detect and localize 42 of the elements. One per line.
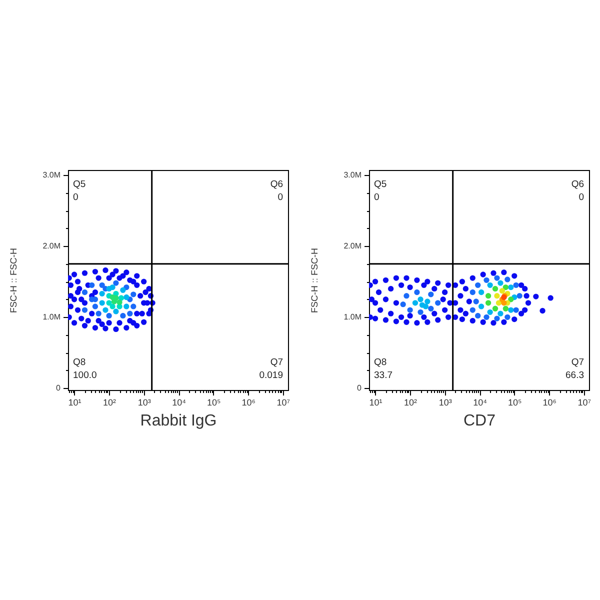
x-tick-label: 10⁵ <box>206 398 222 408</box>
annotation: 66.3 <box>566 370 584 381</box>
y-tick-label: 2.0M <box>344 242 362 251</box>
x-axis-title: CD7 <box>463 412 496 430</box>
annotation: 0 <box>578 192 584 203</box>
annotation: 0 <box>374 192 380 203</box>
x-tick-label: 10⁴ <box>172 398 186 408</box>
annotation: 0.019 <box>259 370 283 381</box>
x-tick-label: 10⁷ <box>276 398 290 408</box>
annotation: Q5 <box>374 179 387 190</box>
annotation: 0 <box>73 192 78 203</box>
annotation: Q7 <box>270 357 283 368</box>
y-axis-title: FSC-H :: FSC-H <box>8 248 19 313</box>
annotation: 100.0 <box>73 370 97 381</box>
y-tick-label: 1.0M <box>344 312 362 322</box>
x-tick-label: 10² <box>404 398 418 408</box>
x-tick-label: 10⁴ <box>473 398 488 408</box>
x-tick-label: 10³ <box>138 398 151 408</box>
annotation: Q8 <box>374 357 387 368</box>
y-tick-label: 3.0M <box>42 170 61 180</box>
annotation: Q6 <box>571 179 584 190</box>
y-tick-label: 0 <box>357 384 362 393</box>
annotation: 33.7 <box>374 370 392 381</box>
x-tick-label: 10² <box>103 398 116 408</box>
x-tick-label: 10¹ <box>369 398 382 408</box>
x-tick-label: 10⁵ <box>508 398 522 408</box>
annotation: Q8 <box>73 357 86 368</box>
annotation: Q7 <box>571 357 584 368</box>
x-tick-label: 10⁷ <box>578 398 592 408</box>
y-axis-title: FSC-H :: FSC-H <box>310 248 320 313</box>
x-tick-label: 10⁶ <box>542 398 557 408</box>
y-tick-label: 0 <box>56 384 62 393</box>
annotation: Q6 <box>270 179 283 190</box>
x-tick-label: 10³ <box>438 398 452 408</box>
y-tick-label: 2.0M <box>42 242 61 251</box>
annotation: 0 <box>278 192 283 203</box>
annotation: Q5 <box>73 179 86 190</box>
x-axis-title: Rabbit IgG <box>140 412 217 430</box>
x-tick-label: 10¹ <box>68 398 82 408</box>
y-tick-label: 1.0M <box>42 312 61 322</box>
y-tick-label: 3.0M <box>344 170 362 180</box>
x-tick-label: 10⁶ <box>242 398 256 408</box>
